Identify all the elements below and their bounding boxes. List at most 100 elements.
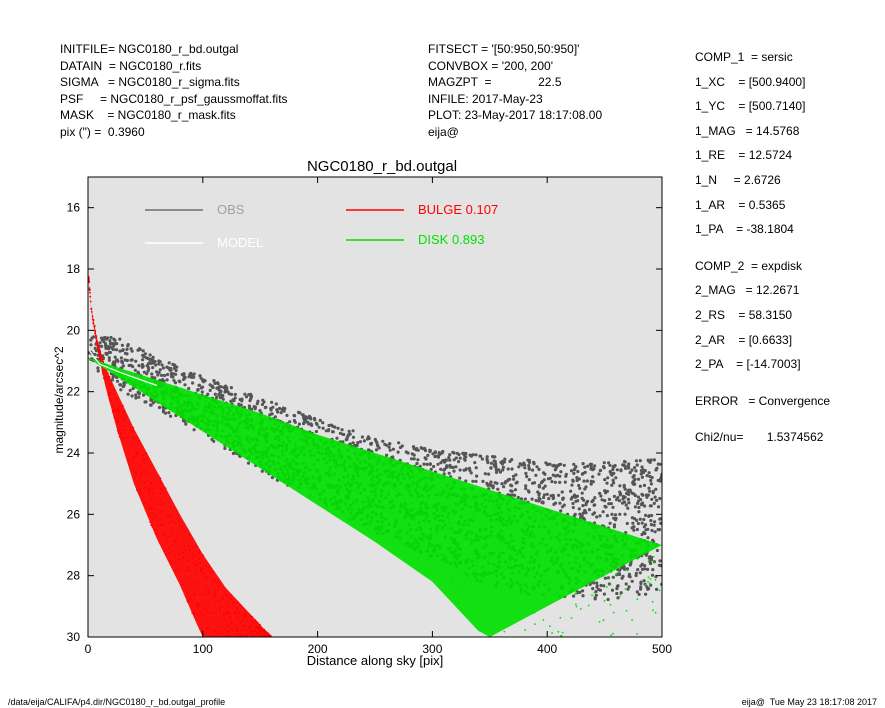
obs-point — [626, 497, 631, 501]
disk-point — [267, 450, 270, 453]
disk-point — [344, 505, 346, 508]
disk-point — [398, 481, 400, 484]
obs-point — [223, 446, 227, 450]
obs-point — [347, 429, 351, 433]
bulge-point — [199, 613, 202, 615]
disk-point — [388, 472, 391, 475]
obs-point — [166, 366, 170, 370]
disk-point — [604, 536, 606, 539]
disk-point — [417, 484, 420, 487]
obs-point — [561, 497, 565, 501]
bulge-point — [150, 465, 153, 467]
obs-point — [137, 364, 141, 368]
disk-point — [644, 584, 647, 586]
obs-point — [121, 348, 125, 352]
bulge-point — [123, 449, 126, 451]
disk-point — [386, 462, 389, 465]
x-tick-label: 500 — [652, 642, 672, 656]
disk-point — [146, 378, 148, 381]
obs-point — [146, 365, 150, 369]
disk-point — [400, 466, 402, 469]
obs-point — [644, 523, 648, 527]
disk-point — [385, 459, 388, 462]
obs-point — [523, 497, 527, 501]
disk-point — [120, 377, 123, 380]
bulge-point — [178, 525, 181, 528]
disk-point — [327, 476, 330, 479]
disk-point — [538, 586, 541, 589]
bulge-point — [238, 617, 241, 619]
obs-point — [183, 383, 187, 387]
disk-point — [353, 489, 356, 492]
disk-point — [221, 424, 224, 426]
bulge-point — [236, 601, 239, 604]
bulge-point — [144, 486, 147, 489]
obs-point — [233, 396, 237, 400]
obs-point — [598, 588, 603, 592]
disk-point — [457, 601, 460, 603]
disk-point — [199, 428, 202, 431]
disk-point — [475, 565, 478, 568]
obs-point — [428, 450, 432, 454]
bulge-point — [192, 546, 194, 549]
bulge-point — [164, 487, 167, 490]
obs-point — [307, 422, 311, 426]
obs-point — [613, 513, 618, 517]
disk-point — [117, 375, 120, 378]
bulge-point — [175, 509, 178, 512]
bulge-point — [195, 554, 198, 557]
obs-point — [239, 403, 243, 407]
obs-point — [613, 518, 618, 522]
disk-point — [307, 446, 310, 448]
disk-point — [544, 603, 547, 605]
bulge-point — [162, 534, 165, 537]
x-axis-label: Distance along sky [pix] — [307, 653, 444, 668]
obs-point — [625, 567, 630, 571]
disk-point — [98, 361, 101, 364]
obs-point — [527, 464, 531, 468]
obs-point — [243, 392, 247, 396]
obs-point — [96, 366, 100, 370]
bulge-point — [90, 311, 93, 313]
obs-point — [178, 380, 182, 384]
disk-point — [542, 523, 544, 525]
obs-point — [448, 463, 452, 467]
obs-point — [569, 497, 573, 501]
bulge-point — [256, 621, 259, 624]
bulge-point — [174, 556, 176, 558]
bulge-point — [189, 597, 192, 600]
obs-point — [433, 451, 437, 455]
obs-point — [618, 493, 622, 497]
disk-point — [378, 528, 380, 531]
bulge-point — [160, 482, 162, 485]
disk-point — [291, 459, 294, 462]
disk-point — [612, 611, 615, 614]
obs-point — [182, 372, 186, 376]
obs-point — [147, 361, 151, 366]
disk-point — [345, 467, 348, 470]
bulge-point — [151, 526, 154, 528]
disk-point — [569, 523, 571, 526]
disk-point — [288, 453, 290, 456]
bulge-point — [181, 557, 184, 560]
disk-point — [331, 491, 334, 494]
obs-point — [572, 462, 576, 466]
obs-point — [650, 513, 654, 518]
obs-point — [542, 495, 546, 500]
obs-point — [157, 371, 161, 375]
obs-point — [648, 504, 653, 508]
bulge-point — [144, 501, 147, 504]
obs-point — [537, 496, 541, 500]
disk-point — [187, 398, 190, 401]
bulge-point — [255, 626, 257, 628]
disk-point — [374, 457, 376, 459]
disk-point — [450, 579, 453, 582]
disk-point — [311, 449, 314, 452]
disk-point — [361, 518, 364, 521]
obs-point — [93, 352, 97, 357]
obs-point — [569, 489, 573, 493]
disk-point — [175, 398, 178, 400]
disk-point — [571, 524, 574, 526]
disk-point — [425, 476, 428, 479]
obs-point — [111, 361, 115, 366]
